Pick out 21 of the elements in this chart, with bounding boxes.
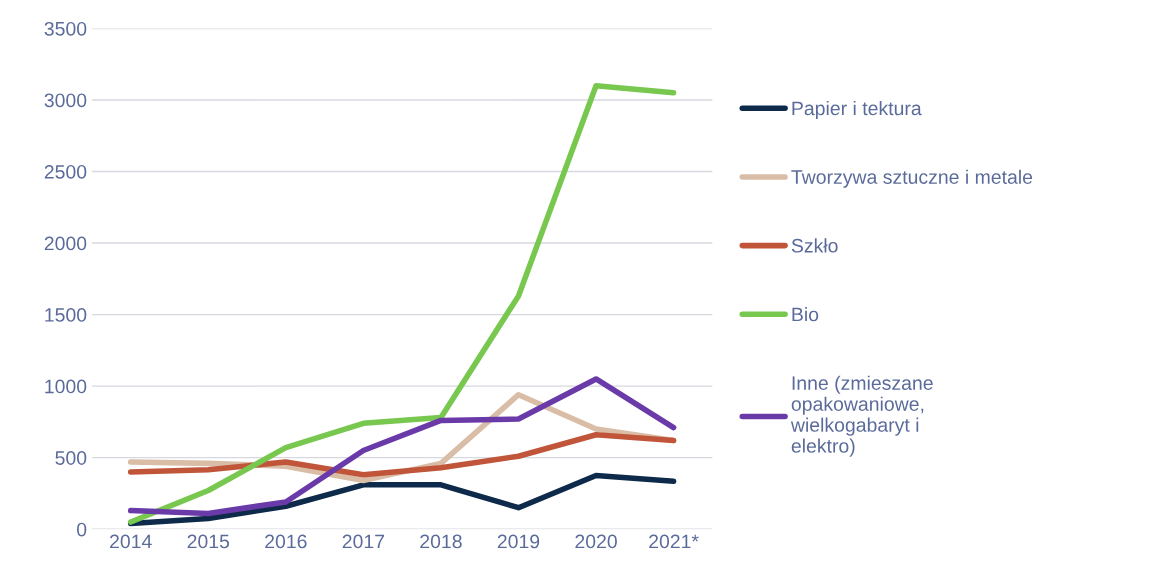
y-tick-label: 0 (77, 522, 87, 537)
x-tick-label: 2016 (265, 534, 307, 549)
x-tick-label: 2017 (342, 534, 385, 549)
x-tick-label: 2019 (497, 534, 540, 549)
legend-label: Inne (zmieszane opakowaniowe, wielkogabaryt i elektro) (790, 375, 933, 457)
y-tick-label: 2000 (44, 236, 87, 251)
y-tick-label: 1000 (45, 379, 87, 394)
x-tick-label: 2018 (420, 534, 462, 549)
x-tick-label: 2020 (575, 534, 617, 549)
y-tick-label: 500 (55, 451, 87, 465)
x-tick-label: 2014 (110, 534, 152, 549)
y-tick-label: 1500 (45, 308, 87, 322)
legend-label: Bio (792, 307, 819, 322)
x-tick-label: 2021* (649, 534, 699, 549)
y-tick-label: 2500 (44, 164, 87, 179)
y-tick-label: 3500 (44, 21, 87, 36)
legend-label: Papier i tektura (792, 100, 922, 120)
legend-label: Szkło (791, 238, 838, 253)
legend-label: Tworzywa sztuczne i metale (791, 169, 1033, 188)
x-tick-label: 2015 (187, 534, 230, 549)
y-tick-label: 3000 (44, 93, 87, 108)
